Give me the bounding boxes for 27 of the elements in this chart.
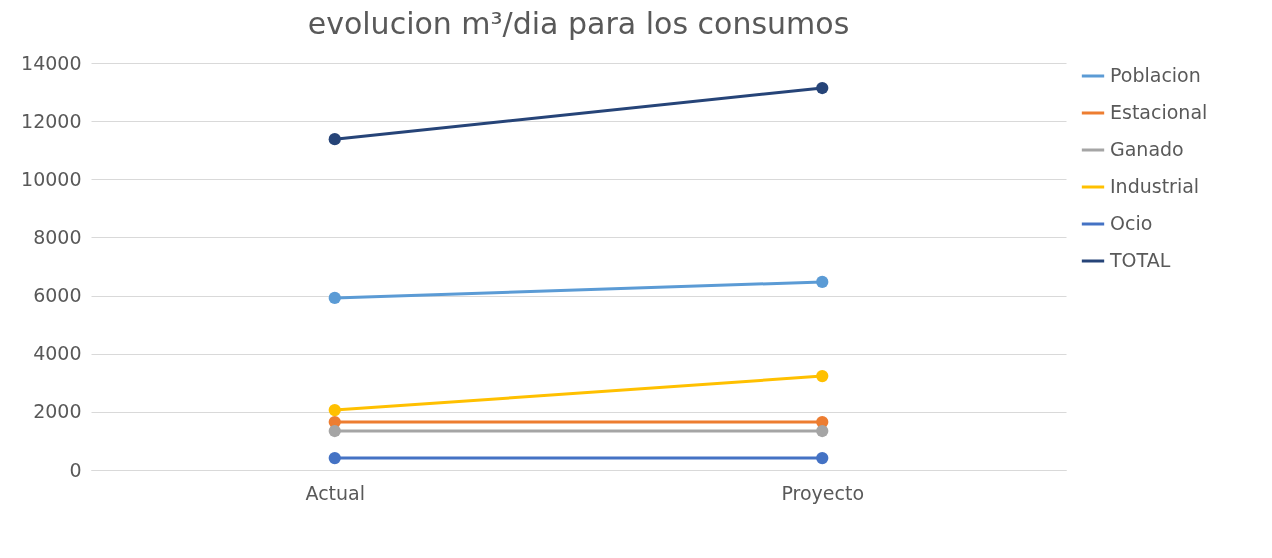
legend-label: TOTAL xyxy=(1109,249,1171,271)
point xyxy=(328,404,341,417)
point xyxy=(328,291,341,305)
legend-label: Poblacion xyxy=(1110,64,1201,86)
point xyxy=(328,424,341,438)
legend-label: Ocio xyxy=(1110,212,1153,234)
legend-label: Estacional xyxy=(1110,101,1208,123)
legend-label: Industrial xyxy=(1110,175,1200,197)
chart-title: evolucion m³/dia para los consumos xyxy=(307,6,850,41)
y-tick-label: 4000 xyxy=(33,342,82,365)
x-tick-label: Proyecto xyxy=(781,481,865,504)
y-tick-label: 10000 xyxy=(21,167,82,190)
y-tick-label: 6000 xyxy=(33,284,82,307)
point xyxy=(816,275,829,289)
point xyxy=(816,451,829,465)
point xyxy=(328,451,341,465)
y-tick-label: 12000 xyxy=(21,109,82,132)
y-tick-label: 14000 xyxy=(21,51,82,74)
y-tick-label: 2000 xyxy=(33,400,82,423)
point xyxy=(328,133,341,146)
point xyxy=(816,369,829,383)
x-tick-label: Actual xyxy=(305,481,366,504)
legend-label: Ganado xyxy=(1110,138,1184,160)
y-tick-label: 8000 xyxy=(33,225,82,248)
point xyxy=(816,424,829,438)
point xyxy=(816,81,829,95)
y-tick-label: 0 xyxy=(69,458,82,481)
